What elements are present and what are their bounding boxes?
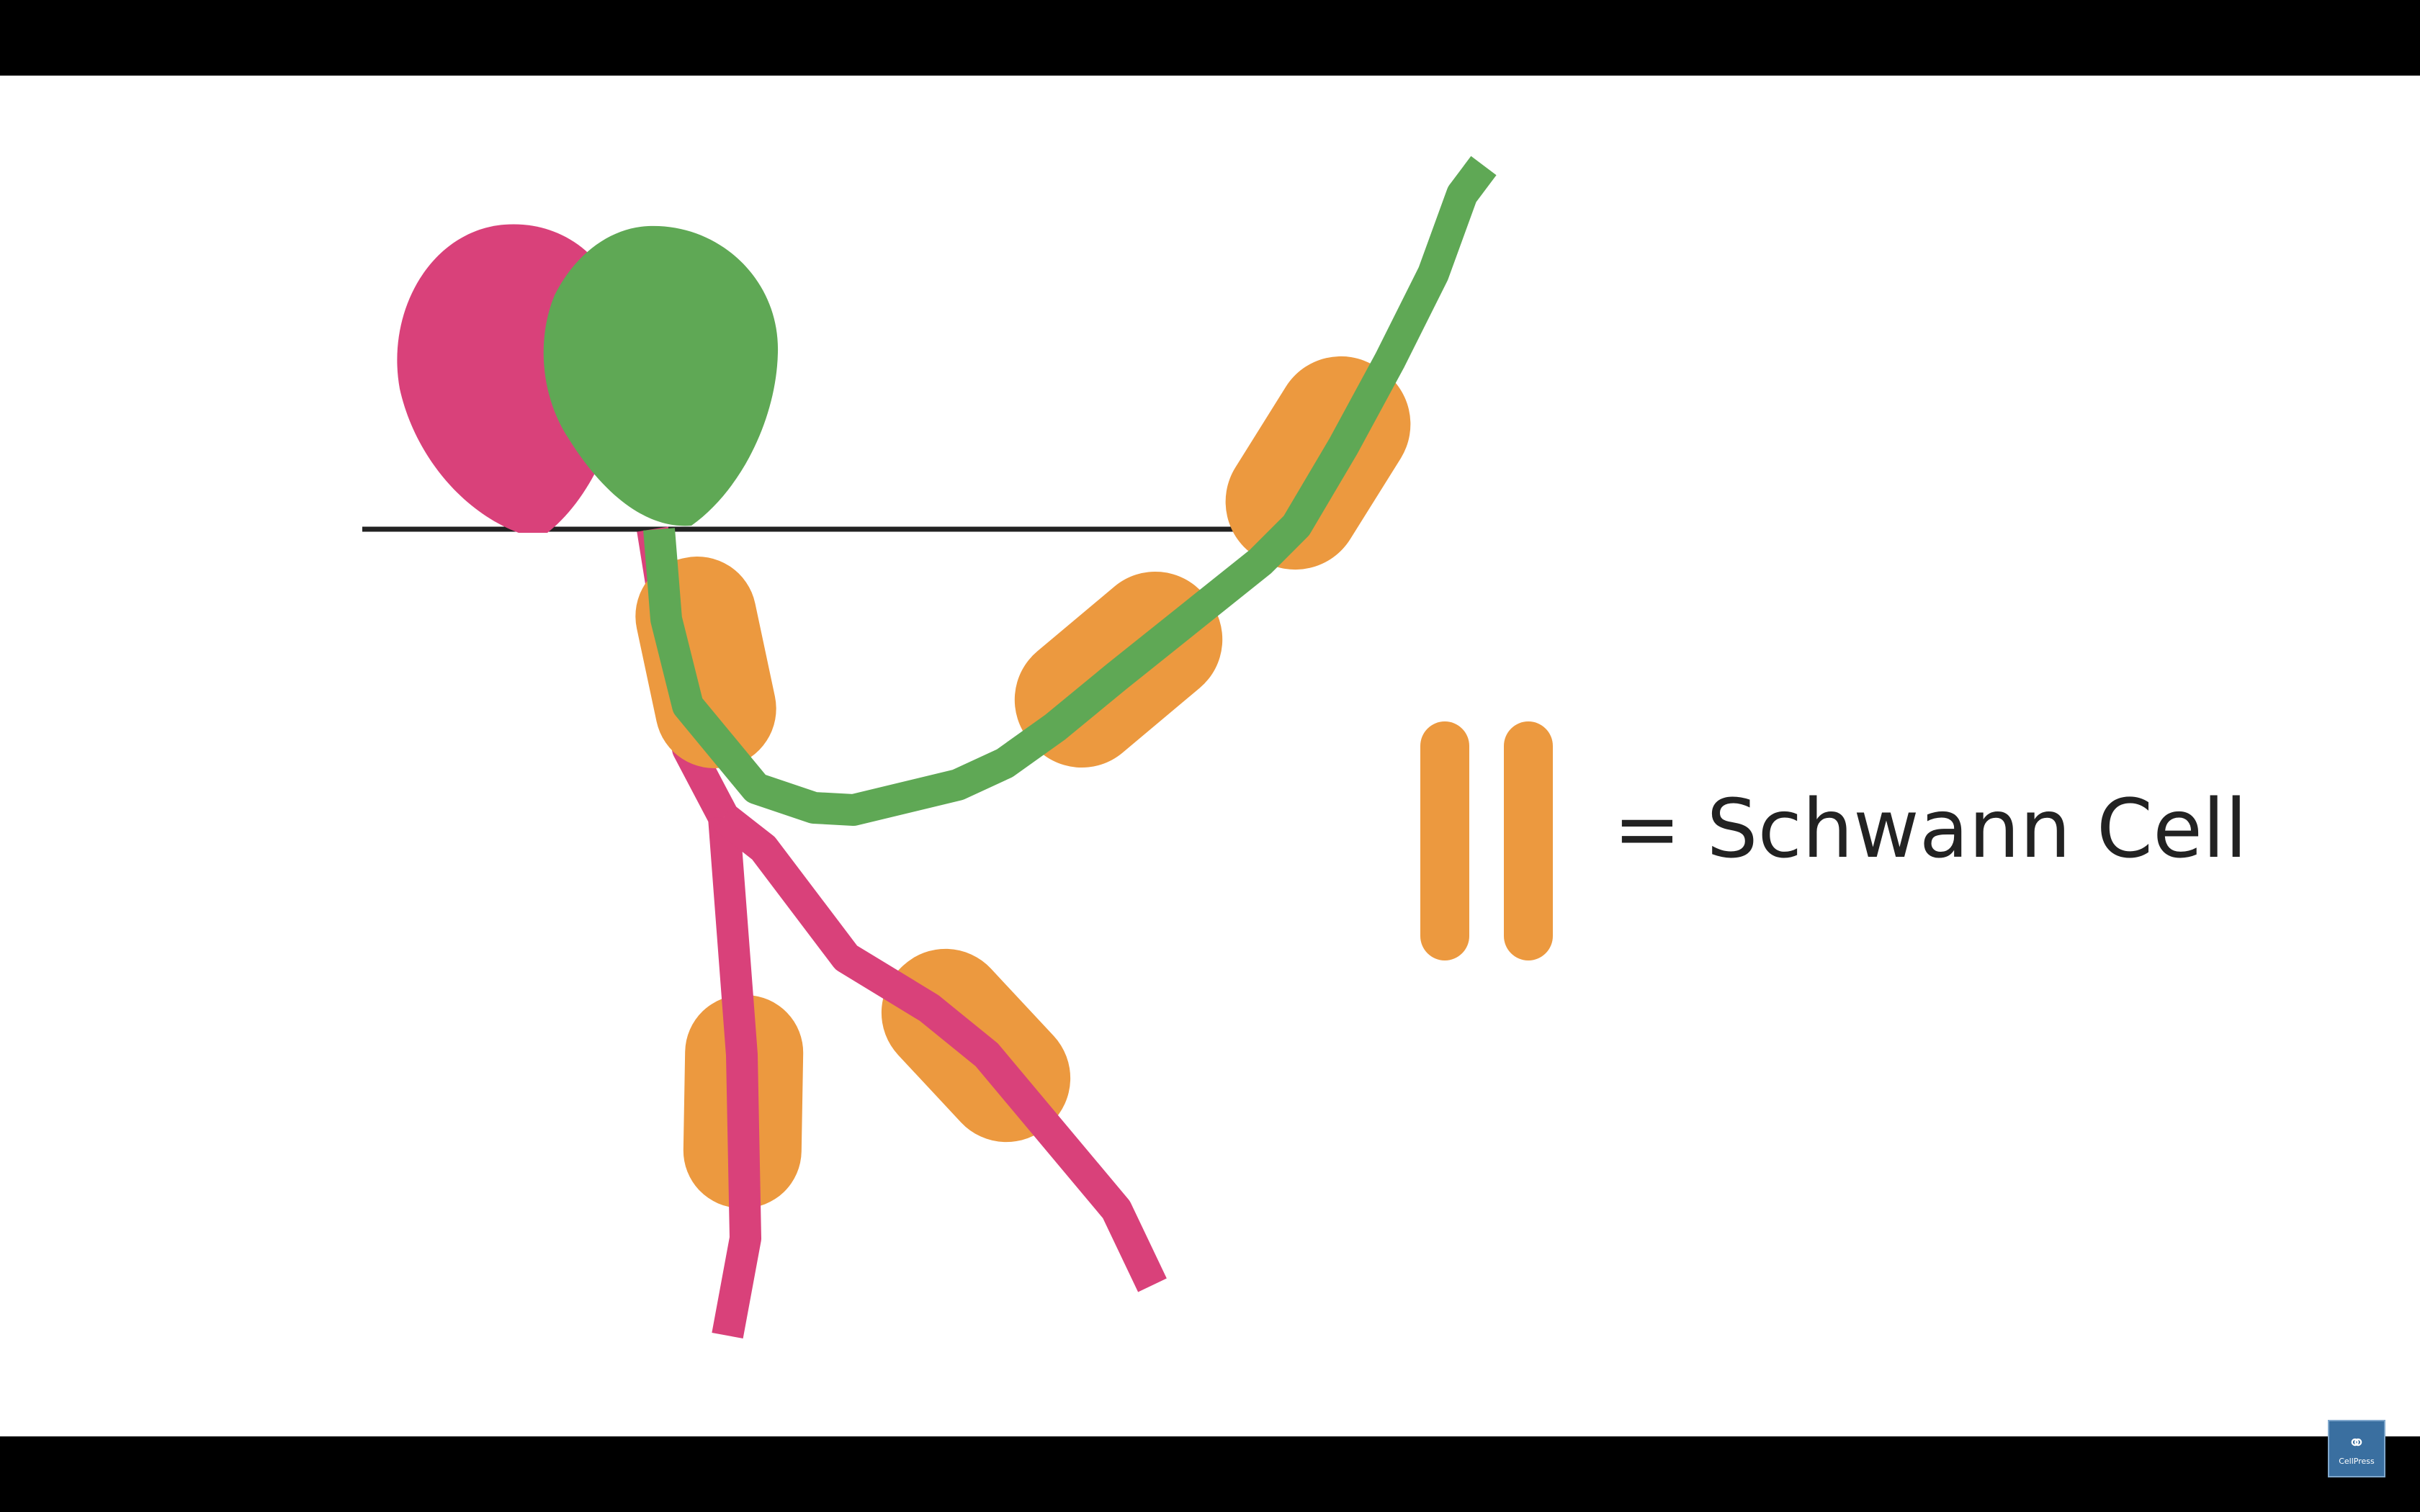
diagram-stage [0,76,2420,1436]
green-neuron-cell-body [543,225,779,526]
cellpress-logo[interactable]: ⚭ CellPress [2328,1420,2385,1477]
logo-text: CellPress [2339,1456,2375,1466]
cellpress-logo-icon: ⚭ [2347,1430,2366,1456]
green-axon [643,156,1497,826]
schwann-cell-icon [1420,721,1553,960]
pink-axon-branch-1 [708,816,761,1339]
pink-axon-branch-2 [714,804,1167,1292]
legend-label: = Schwann Cell [1613,783,2248,876]
